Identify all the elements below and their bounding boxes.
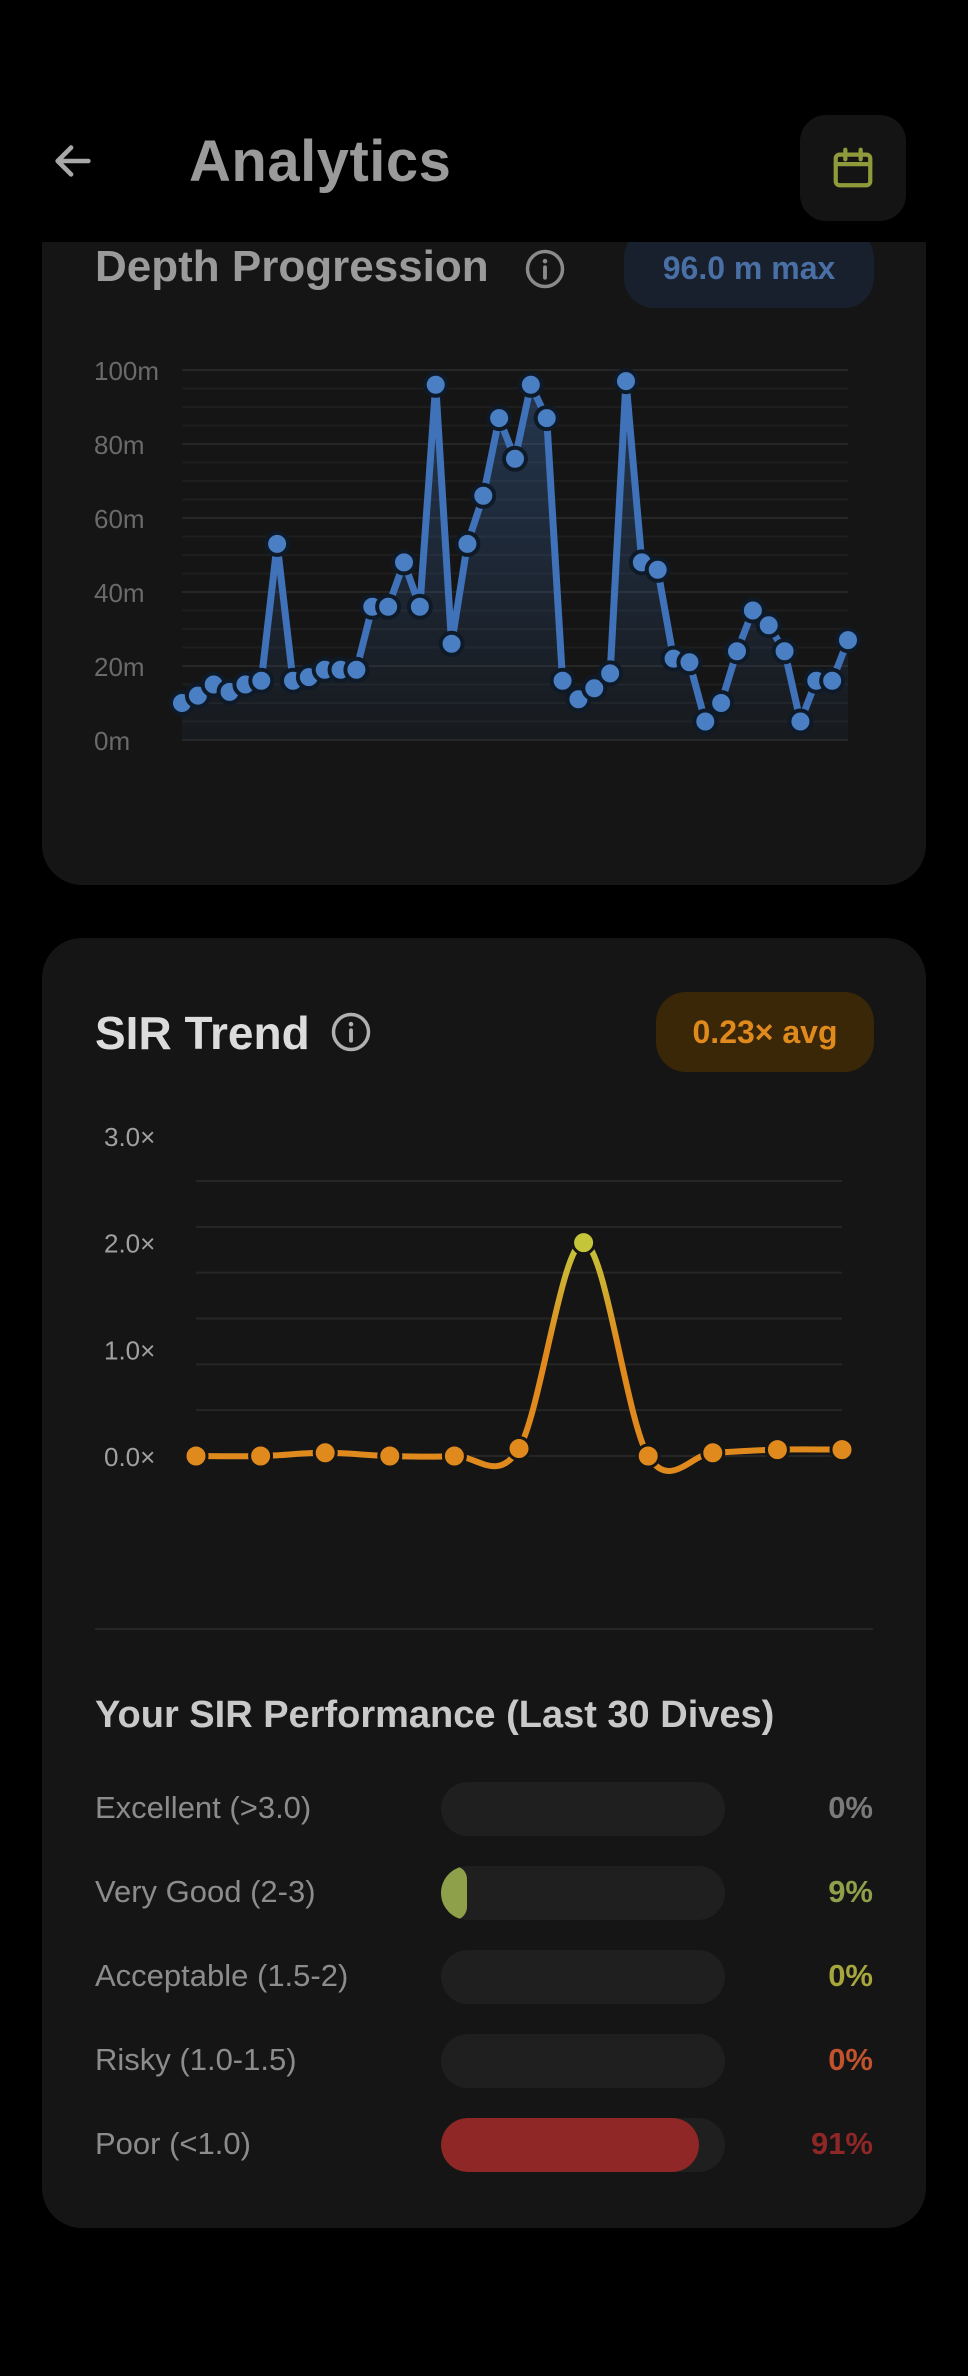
sir-avg-badge: 0.23× avg	[656, 992, 874, 1072]
depth-data-point[interactable]	[438, 630, 465, 657]
performance-percentage: 9%	[828, 1874, 873, 1909]
performance-bar-fill	[441, 1866, 467, 1920]
calendar-icon	[833, 147, 873, 188]
depth-data-point[interactable]	[724, 638, 750, 665]
performance-label: Acceptable (1.5-2)	[95, 1958, 349, 1993]
sir-performance-row: Poor (<1.0) 91%	[42, 2118, 926, 2174]
sir-data-point[interactable]	[700, 1440, 726, 1466]
performance-percentage: 0%	[828, 1958, 873, 1993]
performance-bar-fill	[441, 2118, 700, 2172]
sir-trend-card: SIR Trend 0.23× avg 0.0× 1.0× 2.0× 3.0× You…	[42, 938, 926, 2228]
depth-data-point[interactable]	[533, 405, 560, 432]
depth-chart: 0m 20m 40m 60m 80m 100m	[94, 360, 861, 756]
depth-data-point[interactable]	[454, 530, 481, 557]
section-divider	[95, 1628, 873, 1630]
sir-data-point[interactable]	[377, 1443, 403, 1469]
sir-data-point[interactable]	[635, 1443, 661, 1469]
y-tick-label: 20m	[94, 652, 145, 682]
depth-data-point[interactable]	[248, 667, 275, 694]
performance-bar-track	[441, 1782, 725, 1836]
depth-data-point[interactable]	[676, 649, 703, 676]
depth-data-point[interactable]	[375, 593, 402, 620]
depth-data-point[interactable]	[613, 368, 639, 395]
sir-performance-row: Very Good (2-3) 9%	[42, 1866, 926, 1922]
sir-data-point[interactable]	[506, 1436, 532, 1462]
performance-percentage: 0%	[828, 1790, 873, 1825]
depth-data-point[interactable]	[819, 667, 846, 694]
depth-area	[182, 381, 848, 740]
sir-data-point[interactable]	[764, 1437, 790, 1463]
info-icon[interactable]	[524, 248, 566, 290]
sir-chart: 0.0× 1.0× 2.0× 3.0×	[104, 1122, 855, 1474]
depth-data-point[interactable]	[517, 371, 544, 398]
sir-data-point[interactable]	[312, 1440, 338, 1466]
y-tick-label: 2.0×	[104, 1229, 155, 1259]
sir-data-point[interactable]	[441, 1443, 467, 1469]
back-button[interactable]	[42, 130, 104, 192]
depth-data-point[interactable]	[835, 627, 861, 654]
sir-card-title: SIR Trend	[95, 1007, 310, 1059]
depth-data-point[interactable]	[787, 708, 814, 735]
depth-data-point[interactable]	[391, 549, 417, 576]
y-tick-label: 60m	[94, 504, 145, 534]
depth-data-point[interactable]	[771, 638, 798, 665]
sir-data-point[interactable]	[571, 1230, 597, 1256]
info-icon[interactable]	[330, 1011, 372, 1053]
performance-bar-track	[441, 1866, 725, 1920]
sir-data-point[interactable]	[248, 1443, 274, 1469]
performance-bar-track	[441, 2034, 725, 2088]
page-title: Analytics	[189, 129, 452, 194]
performance-label: Risky (1.0-1.5)	[95, 2042, 297, 2077]
depth-data-point[interactable]	[708, 690, 735, 716]
depth-data-point[interactable]	[422, 371, 449, 398]
depth-data-point[interactable]	[581, 675, 608, 702]
performance-label: Excellent (>3.0)	[95, 1790, 312, 1825]
depth-data-point[interactable]	[549, 667, 576, 694]
depth-data-point[interactable]	[486, 405, 513, 432]
sir-performance-row: Excellent (>3.0) 0%	[42, 1782, 926, 1838]
y-tick-label: 1.0×	[104, 1335, 155, 1365]
performance-bar-track	[441, 2118, 725, 2172]
y-tick-label: 80m	[94, 430, 145, 460]
performance-percentage: 91%	[810, 2126, 873, 2161]
sir-performance-row: Acceptable (1.5-2) 0%	[42, 1950, 926, 2006]
y-tick-label: 0.0×	[104, 1442, 155, 1472]
sir-performance-heading: Your SIR Performance (Last 30 Dives)	[95, 1694, 775, 1736]
performance-percentage: 0%	[828, 2042, 873, 2077]
depth-data-point[interactable]	[692, 708, 719, 735]
depth-data-point[interactable]	[264, 530, 291, 557]
depth-data-point[interactable]	[470, 482, 497, 509]
app-header: Analytics	[0, 0, 968, 242]
y-tick-label: 100m	[94, 360, 159, 386]
y-tick-label: 0m	[94, 726, 130, 756]
depth-data-point[interactable]	[406, 593, 433, 620]
calendar-button[interactable]	[800, 115, 906, 221]
sir-data-point[interactable]	[829, 1437, 855, 1463]
depth-data-point[interactable]	[644, 556, 671, 583]
depth-data-point[interactable]	[739, 597, 766, 624]
sir-grid	[196, 1180, 842, 1457]
depth-data-point[interactable]	[755, 612, 782, 639]
depth-data-point[interactable]	[502, 445, 528, 472]
y-tick-label: 40m	[94, 578, 145, 608]
depth-data-point[interactable]	[343, 656, 370, 683]
sir-data-point[interactable]	[183, 1443, 209, 1469]
depth-data-point[interactable]	[597, 660, 624, 687]
sir-performance-row: Risky (1.0-1.5) 0%	[42, 2034, 926, 2090]
performance-label: Poor (<1.0)	[95, 2126, 251, 2161]
depth-card-title: Depth Progression	[95, 242, 489, 291]
performance-bar-track	[441, 1950, 725, 2004]
performance-label: Very Good (2-3)	[95, 1874, 316, 1909]
arrow-left-icon	[55, 145, 91, 177]
depth-progression-card: Depth Progression 96.0 m max 0m 20m 40m 60m…	[42, 160, 926, 885]
y-tick-label: 3.0×	[104, 1122, 155, 1152]
